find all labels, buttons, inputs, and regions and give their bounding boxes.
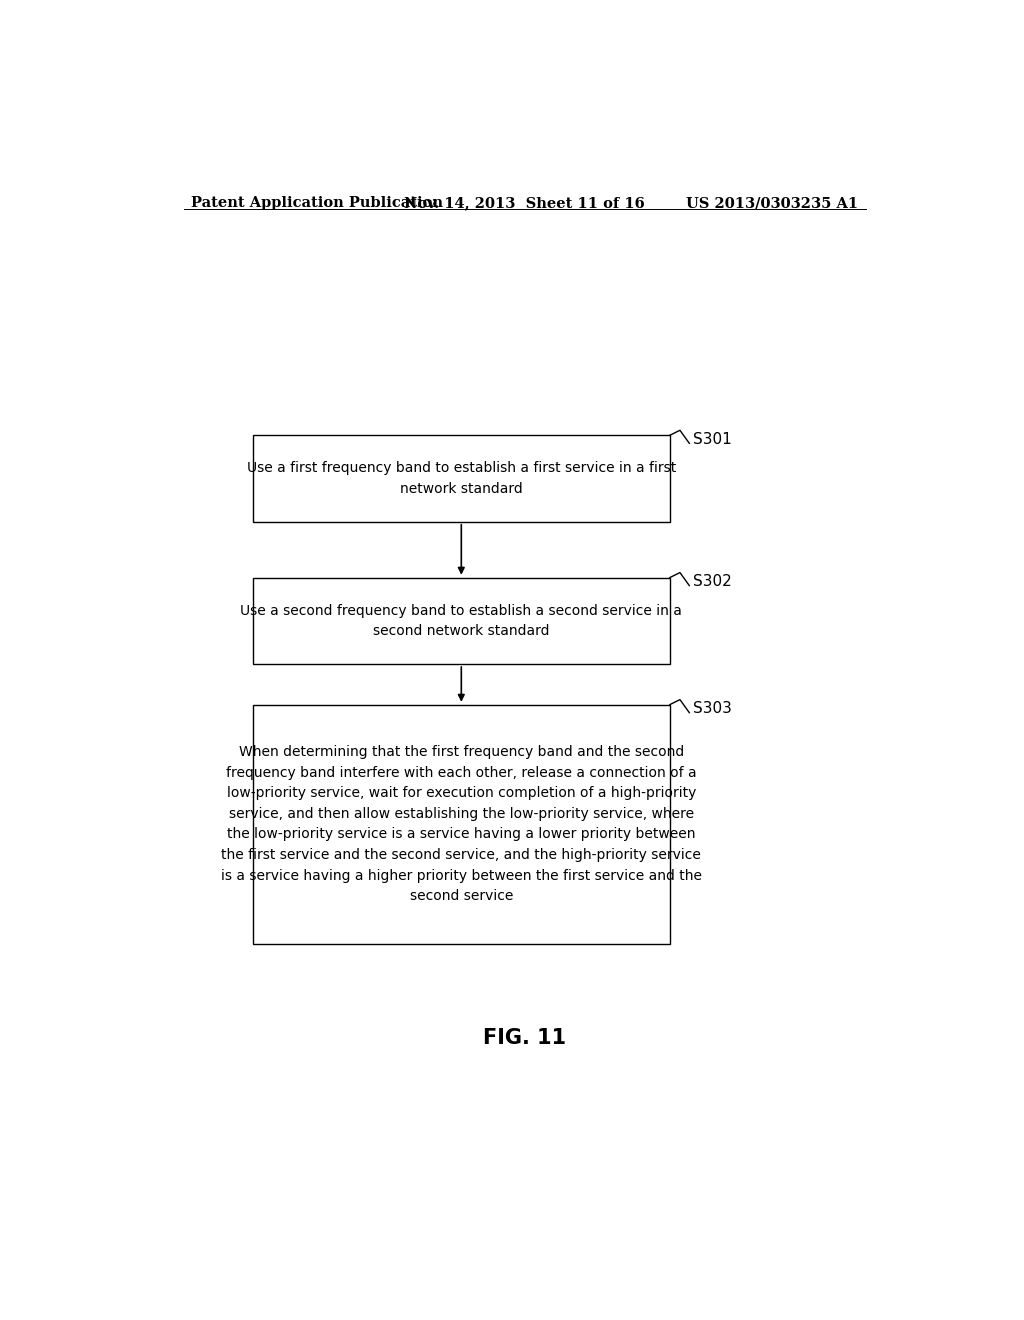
Bar — [253, 705, 670, 944]
Text: Use a second frequency band to establish a second service in a
second network st: Use a second frequency band to establish… — [241, 603, 682, 638]
Text: S303: S303 — [693, 701, 732, 717]
Text: FIG. 11: FIG. 11 — [483, 1027, 566, 1048]
Bar — [253, 578, 670, 664]
Text: S301: S301 — [693, 432, 732, 447]
Bar — [253, 436, 670, 521]
Text: S302: S302 — [693, 574, 732, 589]
Text: Patent Application Publication: Patent Application Publication — [191, 195, 443, 210]
Text: Use a first frequency band to establish a first service in a first
network stand: Use a first frequency band to establish … — [247, 461, 676, 496]
Text: When determining that the first frequency band and the second
frequency band int: When determining that the first frequenc… — [221, 744, 701, 903]
Text: US 2013/0303235 A1: US 2013/0303235 A1 — [686, 195, 858, 210]
Text: Nov. 14, 2013  Sheet 11 of 16: Nov. 14, 2013 Sheet 11 of 16 — [404, 195, 645, 210]
